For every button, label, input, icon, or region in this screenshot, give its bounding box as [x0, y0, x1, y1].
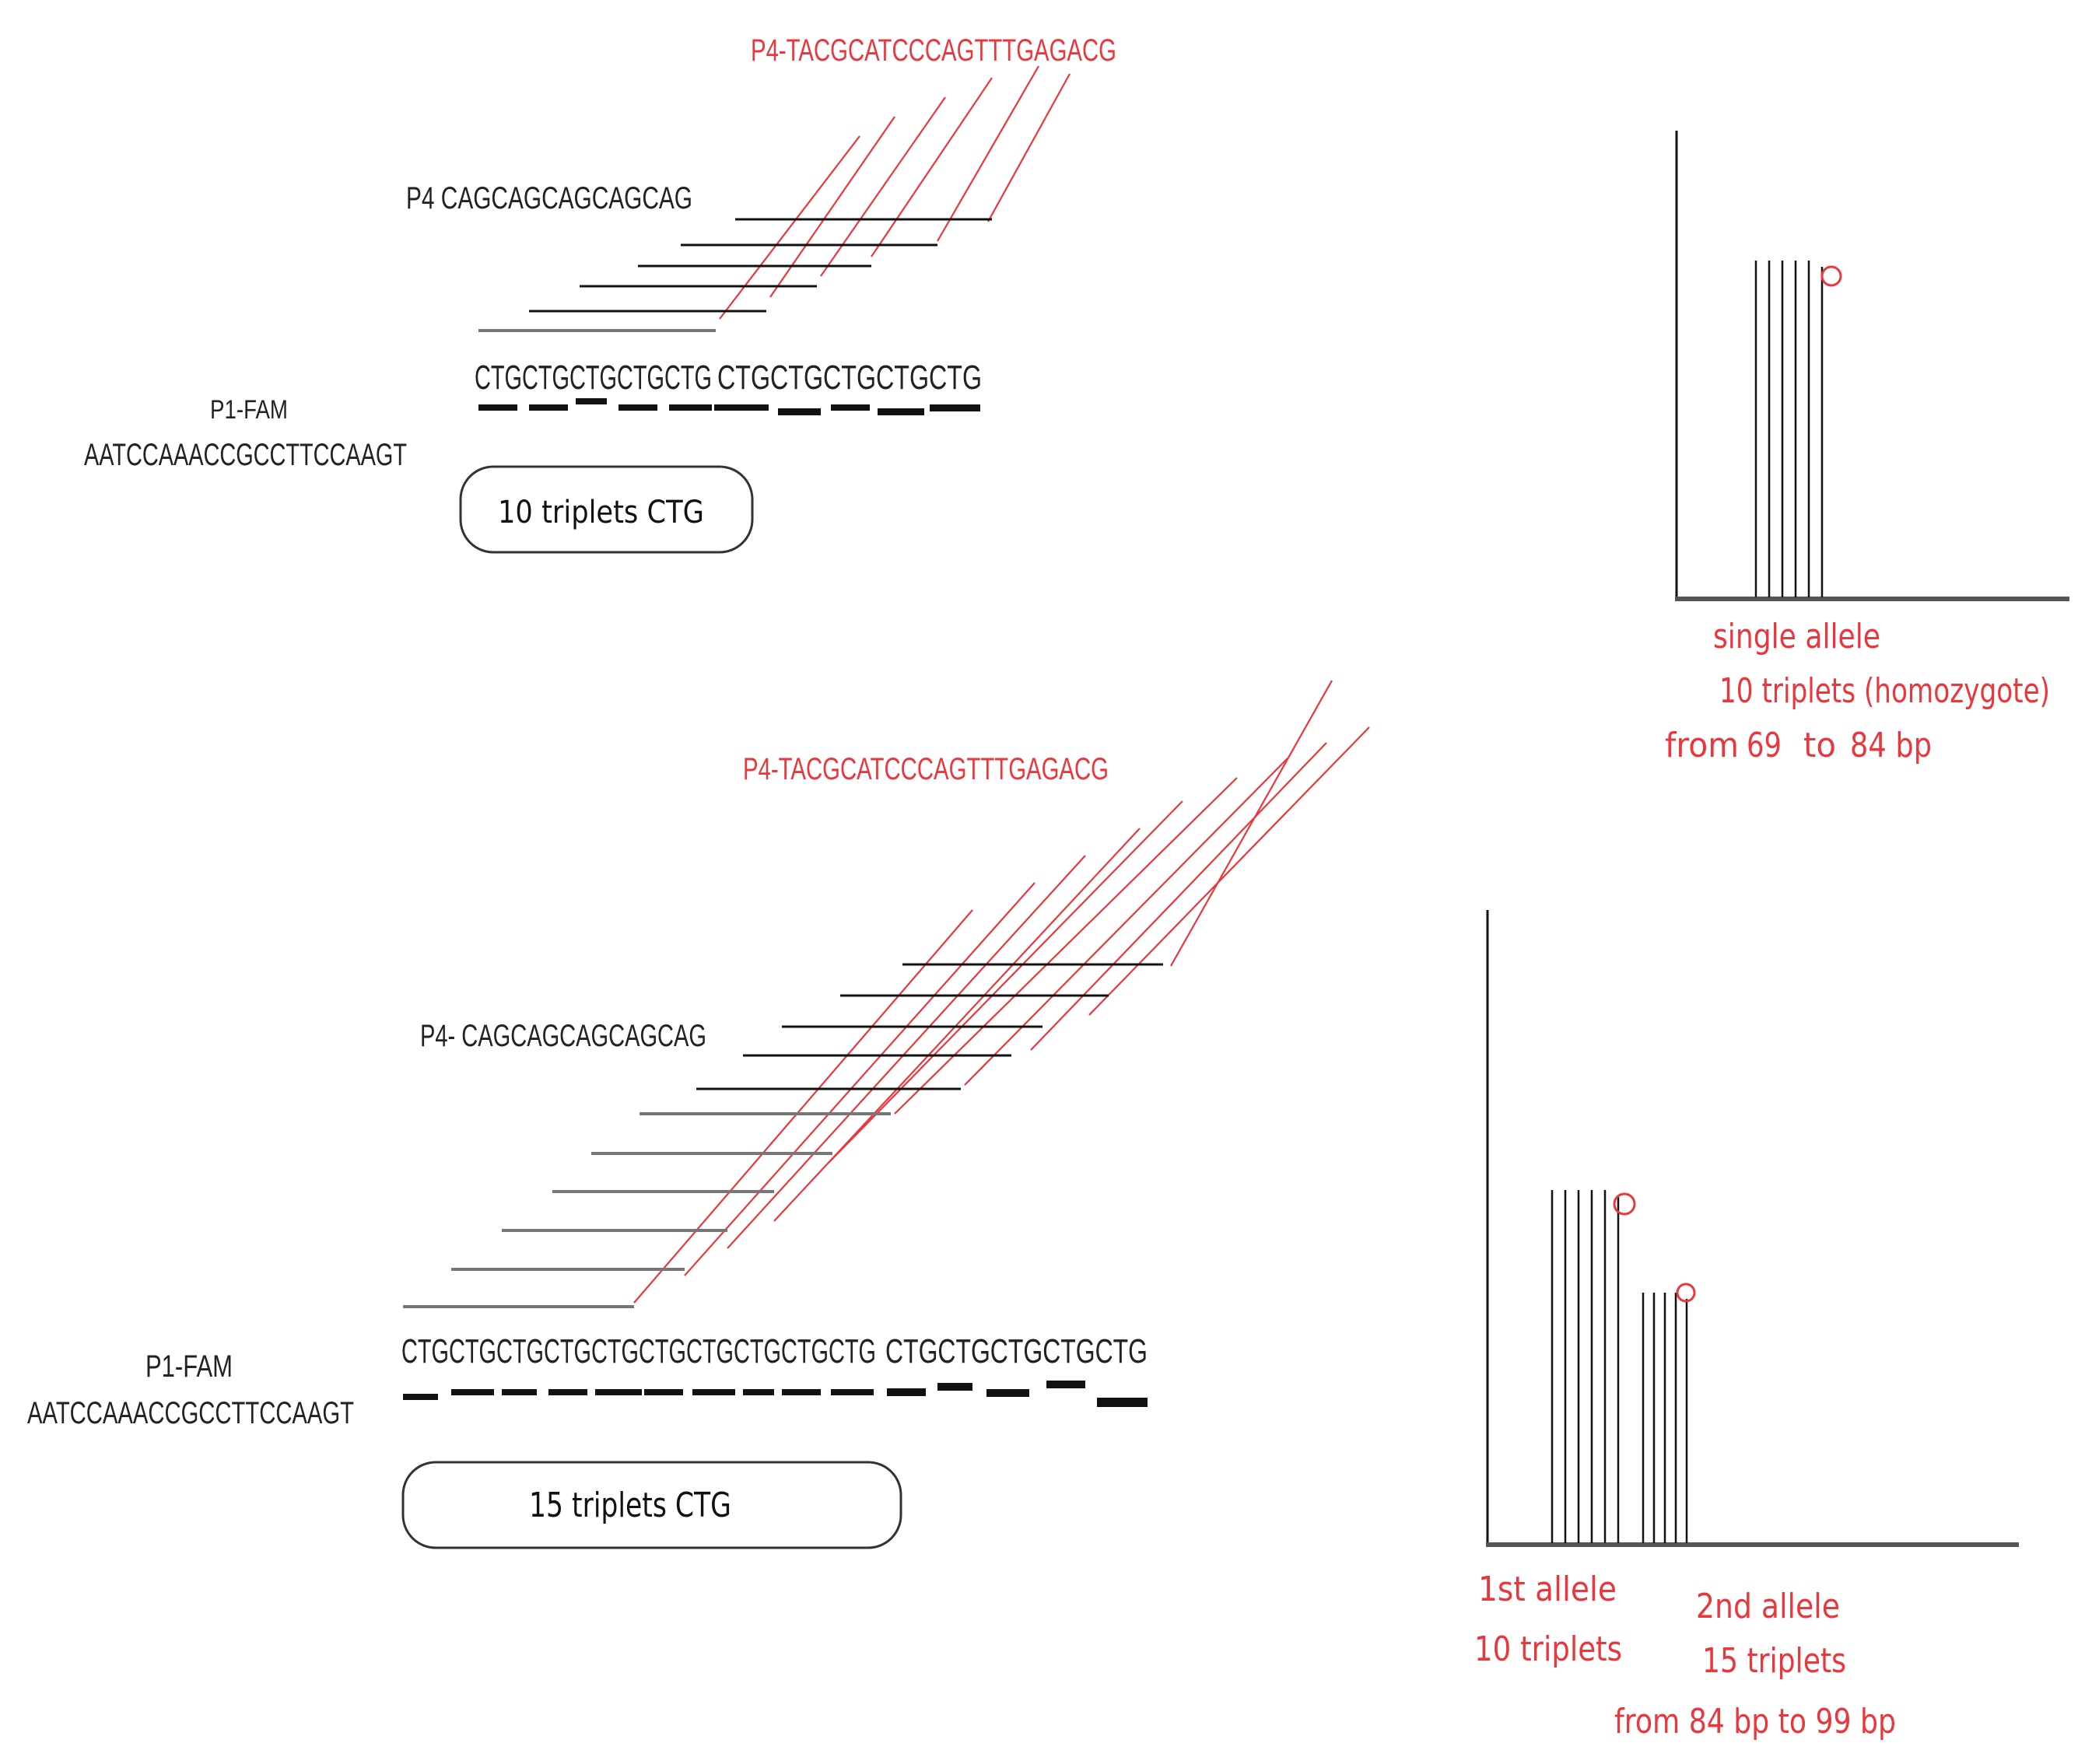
top-chart-label-3-start: 69 — [1747, 726, 1782, 765]
bottom-red-tail-9 — [1088, 726, 1370, 1016]
bottom-dash-9 — [782, 1389, 821, 1395]
bottom-dash-2 — [451, 1389, 494, 1395]
bottom-dash-1 — [403, 1394, 438, 1400]
bottom-red-tail-3 — [727, 855, 1086, 1249]
bottom-probe-red-label: P4-TACGCATCCCAGTTTGAGACG — [743, 752, 1109, 786]
top-triplet-box-label: 10 triplets CTG — [498, 495, 704, 530]
top-red-tail-4 — [871, 77, 993, 257]
allele2-peak-marker — [1676, 1283, 1696, 1303]
top-p4-label: P4 CAGCAGCAGCAGCAG — [406, 181, 692, 215]
bottom-red-tail-10 — [1170, 680, 1333, 967]
bottom-chart-allele2-peaks — [1642, 1293, 1688, 1543]
bottom-red-tail-2 — [684, 882, 1035, 1276]
top-peak-marker — [1820, 265, 1842, 287]
bottom-triplet-box-label: 15 triplets CTG — [529, 1486, 731, 1525]
allele1-label-2: 10 triplets — [1474, 1629, 1622, 1669]
bottom-dash-11 — [887, 1388, 926, 1396]
top-dash-7 — [778, 408, 821, 415]
top-dash-9 — [878, 408, 924, 415]
allele1-peak-marker — [1613, 1192, 1636, 1216]
top-chart-label-1: single allele — [1713, 617, 1880, 656]
top-dash-row — [478, 398, 980, 415]
bottom-dash-15 — [1097, 1398, 1148, 1407]
allele1-label-1: 1st allele — [1478, 1570, 1617, 1609]
top-dash-10 — [930, 404, 980, 411]
bottom-dash-5 — [595, 1389, 642, 1395]
bottom-dash-3 — [502, 1389, 537, 1395]
top-triplet-box — [459, 465, 754, 554]
bottom-chart: 1st allele 10 triplets 2nd allele 15 tri… — [1474, 910, 2019, 1741]
top-repeat-b: CTGCTGCTGCTGCTG — [717, 359, 982, 397]
top-panel: P4-TACGCATCCCAGTTTGAGACG P4 CAGCAGCAGCAG… — [84, 33, 1116, 554]
bottom-red-tail-8 — [1030, 742, 1327, 1051]
bottom-dash-10 — [831, 1389, 874, 1395]
top-red-tail-2 — [769, 116, 895, 298]
bottom-red-tails — [633, 680, 1370, 1304]
bottom-red-tail-7 — [964, 758, 1288, 1086]
top-dash-1 — [478, 404, 517, 411]
top-primer-name: P1-FAM — [210, 395, 288, 425]
top-dash-3 — [576, 398, 607, 404]
top-red-tail-3 — [820, 96, 946, 277]
top-chart: single allele 10 triplets (homozygote) f… — [1665, 131, 2069, 765]
bottom-dash-6 — [644, 1389, 683, 1395]
top-chart-label-3-end: 84 bp — [1850, 726, 1932, 765]
bottom-red-tail-1 — [633, 909, 973, 1304]
top-primer-seq: AATCCAAACCGCCTTCCAAGT — [84, 438, 407, 472]
bottom-panel: P4-TACGCATCCCAGTTTGAGACG P4- CAGCAGCAGCA… — [27, 680, 1370, 1549]
bottom-dash-13 — [986, 1389, 1029, 1397]
top-chart-label-3-from: from — [1665, 726, 1739, 765]
bottom-dash-row — [403, 1381, 1148, 1407]
bottom-triplet-box — [401, 1461, 902, 1549]
bottom-dash-4 — [548, 1389, 587, 1395]
allele2-label-1: 2nd allele — [1696, 1587, 1840, 1626]
top-red-tail-1 — [719, 135, 860, 320]
bottom-primer-seq: AATCCAAACCGCCTTCCAAGT — [27, 1396, 354, 1430]
top-probe-lines — [529, 218, 992, 313]
top-repeat-a: CTGCTGCTGCTGCTG — [475, 359, 712, 397]
bottom-probe-lines-gray — [403, 1112, 891, 1308]
top-dash-5 — [669, 404, 712, 411]
bottom-probe-lines-black — [696, 963, 1163, 1090]
bottom-red-tail-6 — [894, 777, 1238, 1115]
top-red-tail-6 — [987, 73, 1071, 222]
allele2-range-label: from 84 bp to 99 bp — [1614, 1702, 1896, 1741]
bottom-primer-name: P1-FAM — [145, 1349, 233, 1384]
top-dash-4 — [618, 404, 657, 411]
bottom-dash-14 — [1046, 1381, 1085, 1388]
bottom-dash-7 — [692, 1389, 735, 1395]
top-dash-6 — [714, 404, 769, 411]
top-dash-2 — [529, 404, 568, 411]
bottom-repeat-b: CTGCTGCTGCTGCTG — [885, 1332, 1148, 1370]
bottom-dash-12 — [937, 1383, 972, 1391]
top-dash-8 — [831, 404, 870, 411]
top-chart-label-3-to: to — [1803, 726, 1836, 765]
top-probe-red-label: P4-TACGCATCCCAGTTTGAGACG — [751, 33, 1116, 68]
top-red-tail-5 — [937, 65, 1039, 242]
bottom-p4-label: P4- CAGCAGCAGCAGCAG — [420, 1019, 706, 1053]
bottom-red-tail-5 — [828, 800, 1183, 1164]
top-chart-peaks — [1754, 261, 1824, 597]
bottom-repeat-a: CTGCTGCTGCTGCTGCTGCTGCTGCTGCTG — [401, 1332, 876, 1370]
top-chart-label-2: 10 triplets (homozygote) — [1719, 671, 2050, 711]
allele2-label-2: 15 triplets — [1702, 1641, 1846, 1681]
top-red-tails — [719, 65, 1071, 320]
bottom-dash-8 — [743, 1389, 774, 1395]
bottom-chart-allele1-peaks — [1551, 1190, 1620, 1543]
